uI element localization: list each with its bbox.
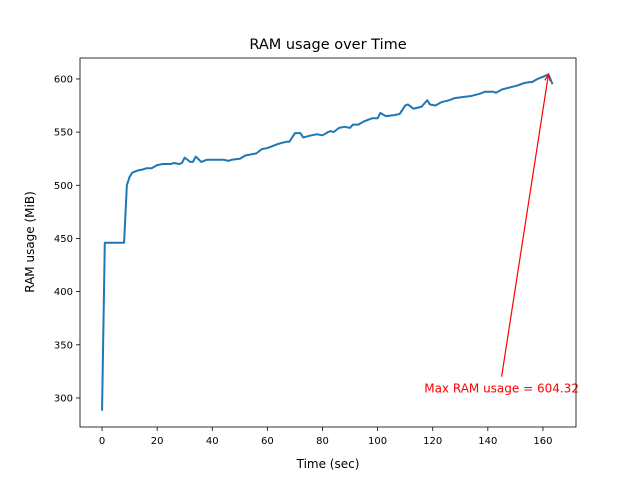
max-annotation-label: Max RAM usage = 604.32: [424, 382, 579, 396]
x-axis-label: Time (sec): [296, 457, 360, 471]
x-tick-label: 120: [423, 436, 442, 447]
y-tick-label: 300: [54, 393, 73, 404]
y-tick-label: 600: [54, 74, 73, 85]
x-tick-label: 60: [261, 436, 274, 447]
annotation-arrowhead: [544, 72, 551, 82]
y-tick-label: 350: [54, 340, 73, 351]
y-tick-label: 450: [54, 234, 73, 245]
x-tick-label: 140: [478, 436, 497, 447]
plot-area-frame: [79, 57, 577, 428]
x-tick-label: 0: [99, 436, 105, 447]
y-tick-label: 400: [54, 287, 73, 298]
y-axis-label: RAM usage (MiB): [23, 191, 37, 293]
x-tick-label: 160: [533, 436, 552, 447]
ram-usage-line: [101, 73, 554, 411]
x-tick-label: 100: [368, 436, 387, 447]
x-tick-label: 20: [151, 436, 164, 447]
x-tick-label: 40: [206, 436, 219, 447]
chart-title: RAM usage over Time: [249, 37, 406, 53]
y-tick-label: 550: [54, 128, 73, 139]
annotation-arrow: [501, 74, 550, 377]
y-tick-label: 500: [54, 181, 73, 192]
x-tick-label: 80: [316, 436, 329, 447]
